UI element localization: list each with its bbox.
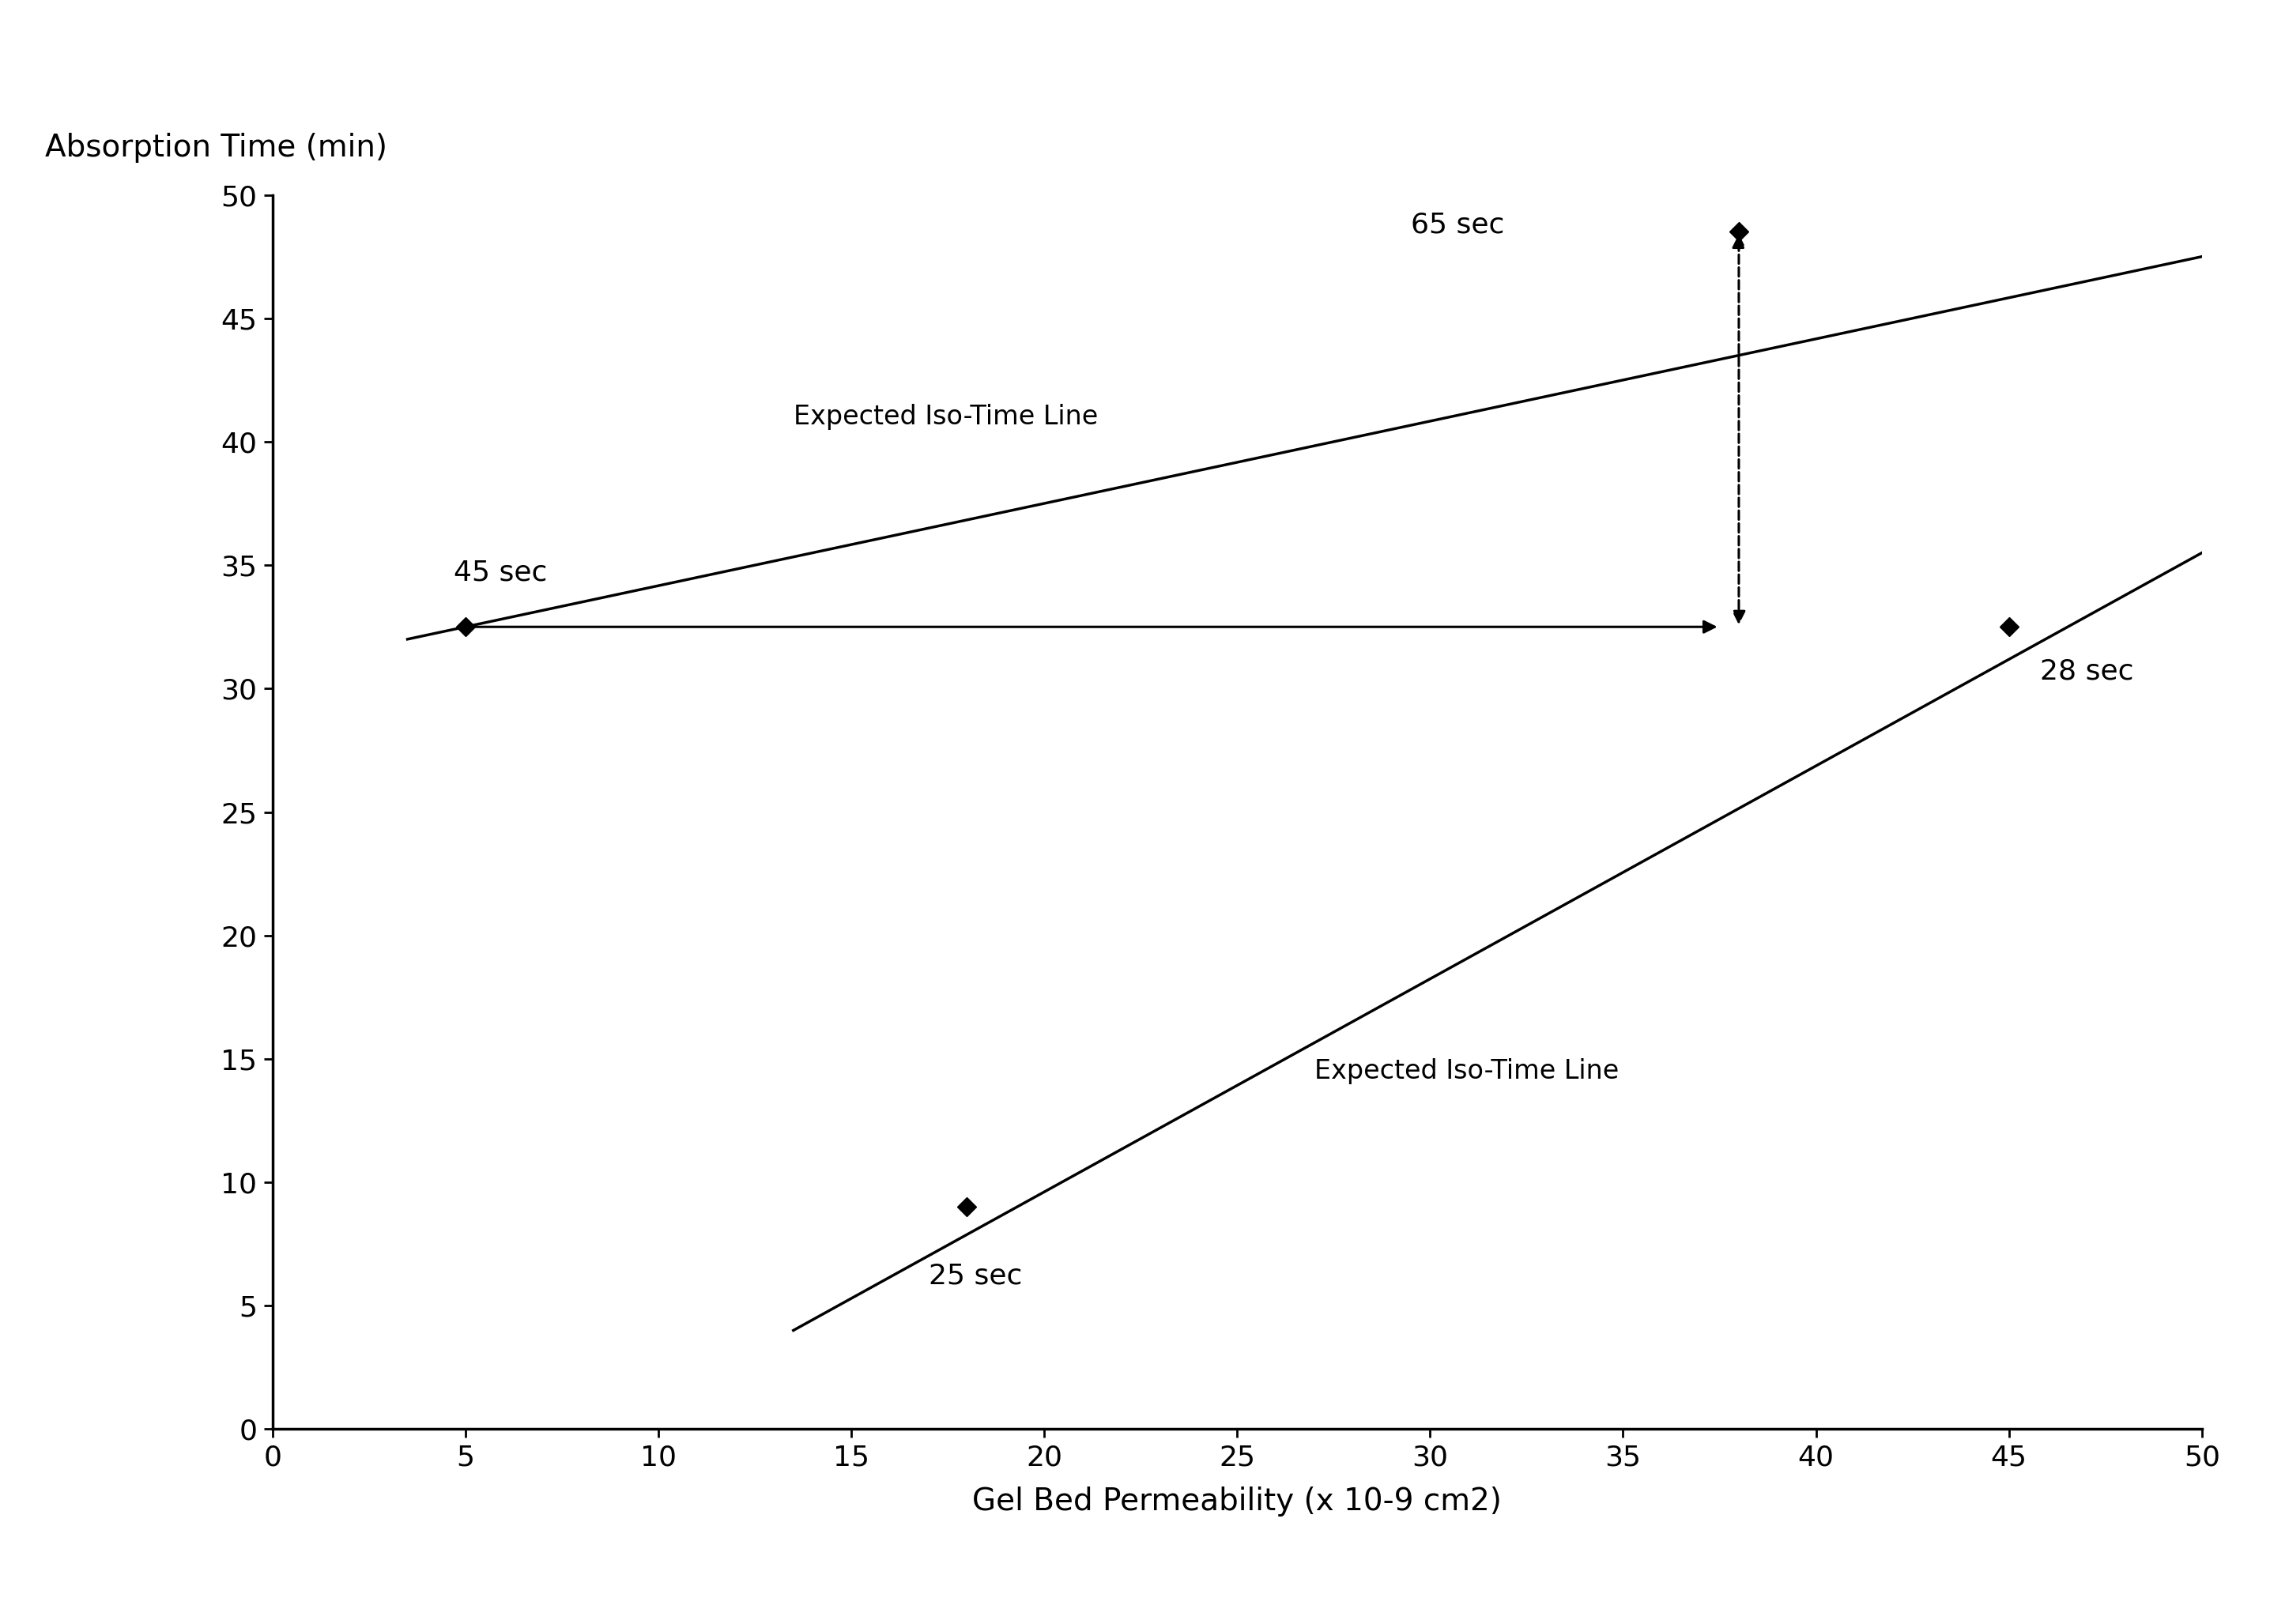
Text: 45 sec: 45 sec (454, 559, 547, 586)
Text: 65 sec: 65 sec (1412, 211, 1505, 239)
Text: Expected Iso-Time Line: Expected Iso-Time Line (794, 404, 1099, 430)
Text: 28 sec: 28 sec (2041, 658, 2134, 685)
Text: Expected Iso-Time Line: Expected Iso-Time Line (1314, 1059, 1619, 1085)
Text: 25 sec: 25 sec (928, 1262, 1022, 1289)
X-axis label: Gel Bed Permeability (x 10-9 cm2): Gel Bed Permeability (x 10-9 cm2) (972, 1486, 1503, 1517)
Text: Absorption Time (min): Absorption Time (min) (45, 133, 388, 162)
